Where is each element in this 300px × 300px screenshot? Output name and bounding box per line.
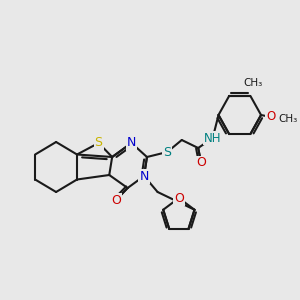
Text: O: O — [111, 194, 121, 206]
Text: O: O — [196, 157, 206, 169]
Text: NH: NH — [204, 131, 221, 145]
Text: CH₃: CH₃ — [244, 78, 263, 88]
Text: O: O — [266, 110, 275, 124]
Text: N: N — [140, 169, 149, 182]
Text: CH₃: CH₃ — [278, 114, 298, 124]
Text: S: S — [94, 136, 103, 149]
Text: N: N — [127, 136, 136, 149]
Text: S: S — [163, 146, 171, 158]
Text: O: O — [174, 191, 184, 205]
